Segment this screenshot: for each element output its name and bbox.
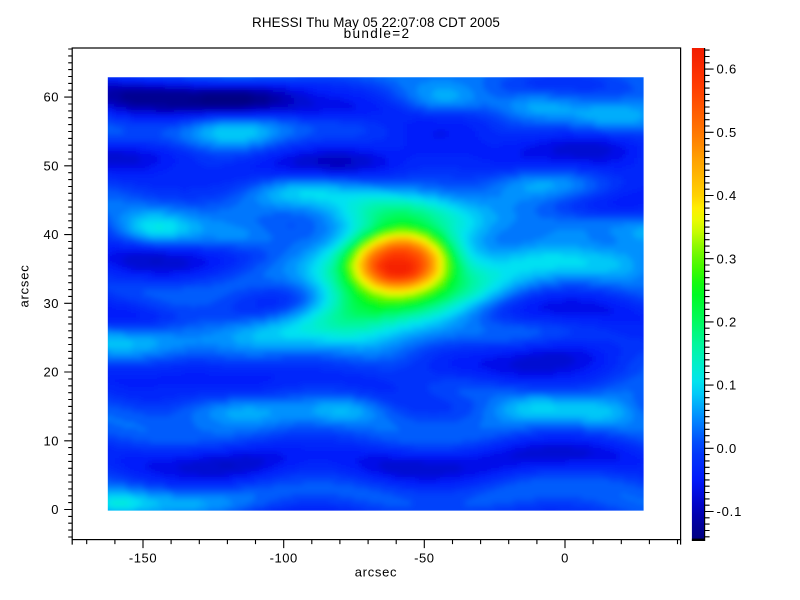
svg-text:arcsec: arcsec — [17, 264, 32, 307]
svg-text:0.1: 0.1 — [717, 378, 737, 393]
svg-text:-50: -50 — [414, 551, 434, 566]
svg-text:0.0: 0.0 — [717, 441, 737, 456]
svg-text:40: 40 — [43, 227, 59, 242]
svg-text:10: 10 — [43, 433, 59, 448]
svg-text:20: 20 — [43, 365, 59, 380]
svg-text:0.5: 0.5 — [717, 125, 737, 140]
svg-text:arcsec: arcsec — [355, 564, 398, 579]
svg-text:0: 0 — [561, 551, 569, 566]
svg-text:50: 50 — [43, 158, 59, 173]
svg-text:0.4: 0.4 — [717, 188, 737, 203]
svg-text:0.2: 0.2 — [717, 315, 737, 330]
svg-text:60: 60 — [43, 90, 59, 105]
svg-text:30: 30 — [43, 296, 59, 311]
svg-text:-100: -100 — [270, 551, 298, 566]
svg-text:0.6: 0.6 — [717, 62, 737, 77]
svg-text:RHESSI Thu May 05 22:07:08 CDT: RHESSI Thu May 05 22:07:08 CDT 2005 — [252, 15, 500, 30]
svg-text:0: 0 — [51, 502, 59, 517]
svg-text:-0.1: -0.1 — [717, 504, 743, 519]
svg-text:0.3: 0.3 — [717, 251, 737, 266]
svg-text:bundle=2: bundle=2 — [344, 26, 411, 41]
svg-text:-150: -150 — [129, 551, 157, 566]
